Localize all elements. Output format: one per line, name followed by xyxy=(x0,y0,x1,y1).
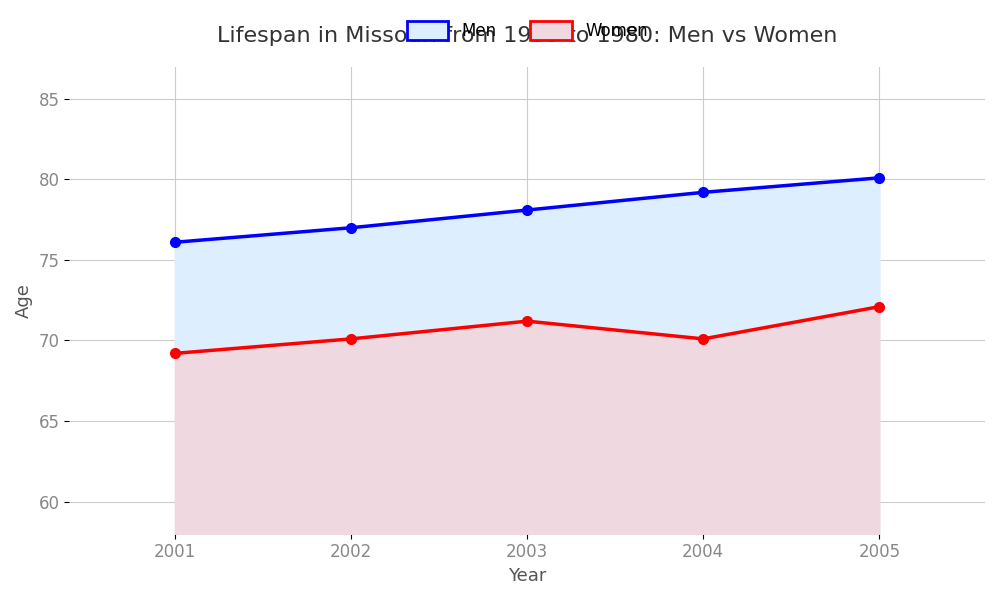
Women xyxy=(521,317,533,325)
X-axis label: Year: Year xyxy=(508,567,546,585)
Title: Lifespan in Missouri from 1959 to 1980: Men vs Women: Lifespan in Missouri from 1959 to 1980: … xyxy=(217,26,837,46)
Legend: Men, Women: Men, Women xyxy=(400,14,654,47)
Line: Women: Women xyxy=(170,302,884,358)
Women xyxy=(697,335,709,343)
Men xyxy=(697,189,709,196)
Men xyxy=(345,224,357,232)
Women xyxy=(169,350,181,357)
Line: Men: Men xyxy=(170,173,884,247)
Men xyxy=(521,206,533,214)
Y-axis label: Age: Age xyxy=(15,283,33,317)
Men xyxy=(169,239,181,246)
Women xyxy=(345,335,357,343)
Women xyxy=(873,303,885,310)
Men xyxy=(873,174,885,181)
